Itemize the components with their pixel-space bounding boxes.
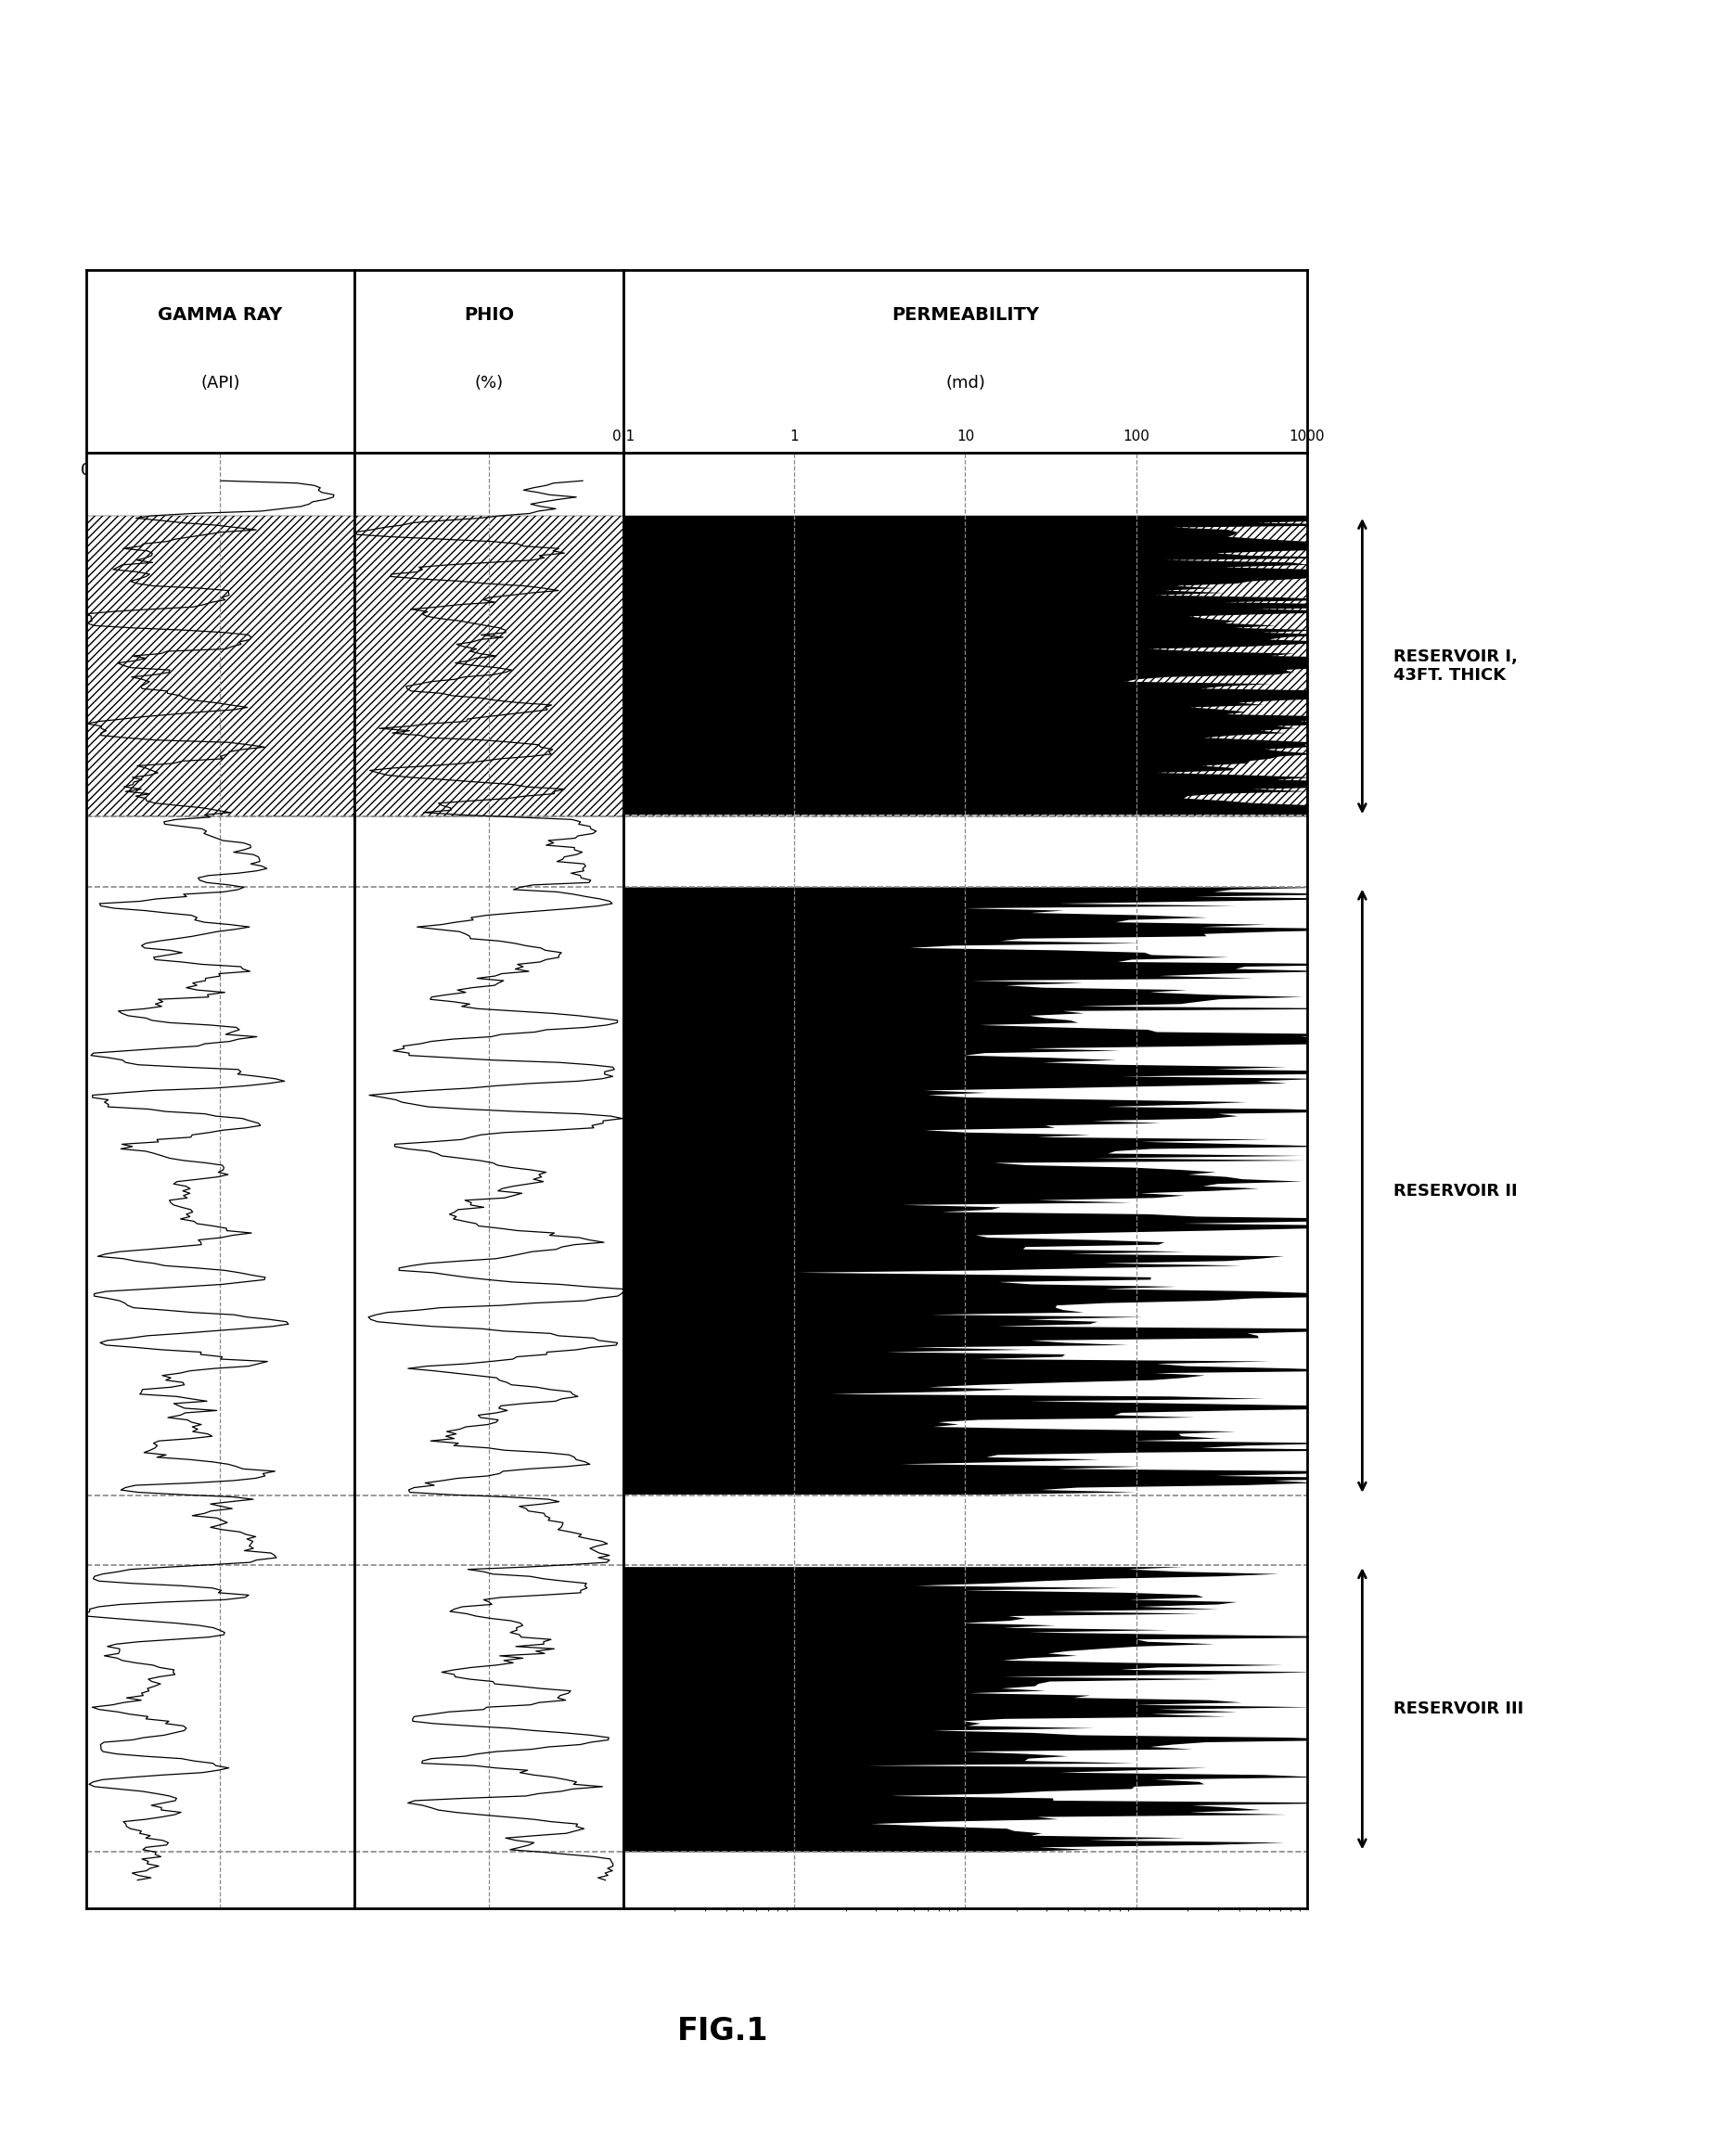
Bar	[623, 515, 1307, 817]
Text: GAMMA RAY: GAMMA RAY	[158, 306, 282, 323]
Text: 1: 1	[789, 429, 798, 444]
Text: PERMEABILITY: PERMEABILITY	[891, 306, 1039, 323]
Bar	[86, 515, 354, 817]
Text: RESERVOIR II: RESERVOIR II	[1393, 1181, 1517, 1199]
Text: (%): (%)	[475, 375, 504, 392]
Text: PHIO: PHIO	[464, 306, 514, 323]
Text: (md): (md)	[946, 375, 986, 392]
Text: (API): (API)	[201, 375, 241, 392]
Text: 0.1: 0.1	[612, 429, 635, 444]
Text: FIG.1: FIG.1	[676, 2016, 769, 2046]
Text: 10: 10	[956, 429, 974, 444]
Text: 100: 100	[1123, 429, 1149, 444]
Text: RESERVOIR I,
43FT. THICK: RESERVOIR I, 43FT. THICK	[1393, 649, 1517, 683]
Text: RESERVOIR III: RESERVOIR III	[1393, 1701, 1524, 1716]
Text: 1000: 1000	[1290, 429, 1324, 444]
Bar	[354, 515, 623, 817]
